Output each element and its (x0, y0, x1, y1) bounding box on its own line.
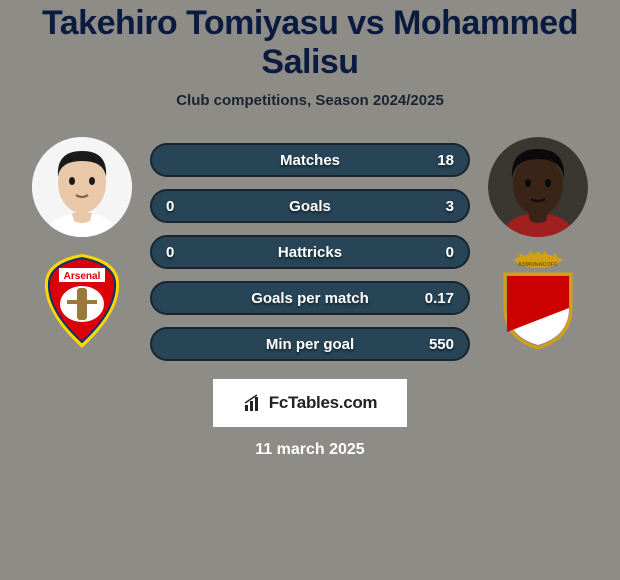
arsenal-crest-icon: Arsenal (37, 252, 127, 352)
player-right-face-icon (488, 137, 588, 237)
svg-text:Arsenal: Arsenal (64, 271, 101, 282)
stat-right-value: 0.17 (425, 290, 454, 307)
left-column: Arsenal (32, 137, 132, 347)
chart-icon (243, 393, 263, 413)
stat-left-value: 0 (166, 244, 174, 261)
monaco-crest-icon: ASMONACOFC (493, 252, 583, 352)
player-left-avatar (32, 137, 132, 237)
player-left-face-icon (32, 137, 132, 237)
stats-column: Matches 18 0 Goals 3 0 Hattricks 0 Goals… (150, 137, 470, 361)
stat-label: Goals (289, 198, 331, 215)
brand-text: FcTables.com (269, 393, 378, 413)
player-right-avatar (488, 137, 588, 237)
stat-row-matches: Matches 18 (150, 143, 470, 177)
comparison-card: Takehiro Tomiyasu vs Mohammed Salisu Clu… (0, 0, 620, 580)
stat-row-goals-per-match: Goals per match 0.17 (150, 281, 470, 315)
page-title: Takehiro Tomiyasu vs Mohammed Salisu (0, 4, 620, 82)
stat-row-goals: 0 Goals 3 (150, 189, 470, 223)
stat-left-value: 0 (166, 198, 174, 215)
brand-box: FcTables.com (213, 379, 408, 427)
date-line: 11 march 2025 (255, 441, 364, 459)
stat-label: Min per goal (266, 336, 354, 353)
subtitle: Club competitions, Season 2024/2025 (176, 92, 444, 109)
svg-text:ASMONACOFC: ASMONACOFC (518, 262, 558, 268)
club-right-crest: ASMONACOFC (488, 257, 588, 347)
stat-right-value: 0 (446, 244, 454, 261)
right-column: ASMONACOFC (488, 137, 588, 347)
compare-area: Arsenal Matches 18 0 Goals 3 0 (0, 137, 620, 361)
stat-label: Goals per match (251, 290, 369, 307)
stat-row-hattricks: 0 Hattricks 0 (150, 235, 470, 269)
stat-label: Hattricks (278, 244, 342, 261)
stat-label: Matches (280, 152, 340, 169)
stat-right-value: 3 (446, 198, 454, 215)
club-left-crest: Arsenal (32, 257, 132, 347)
stat-right-value: 550 (429, 336, 454, 353)
stat-right-value: 18 (437, 152, 454, 169)
stat-row-min-per-goal: Min per goal 550 (150, 327, 470, 361)
